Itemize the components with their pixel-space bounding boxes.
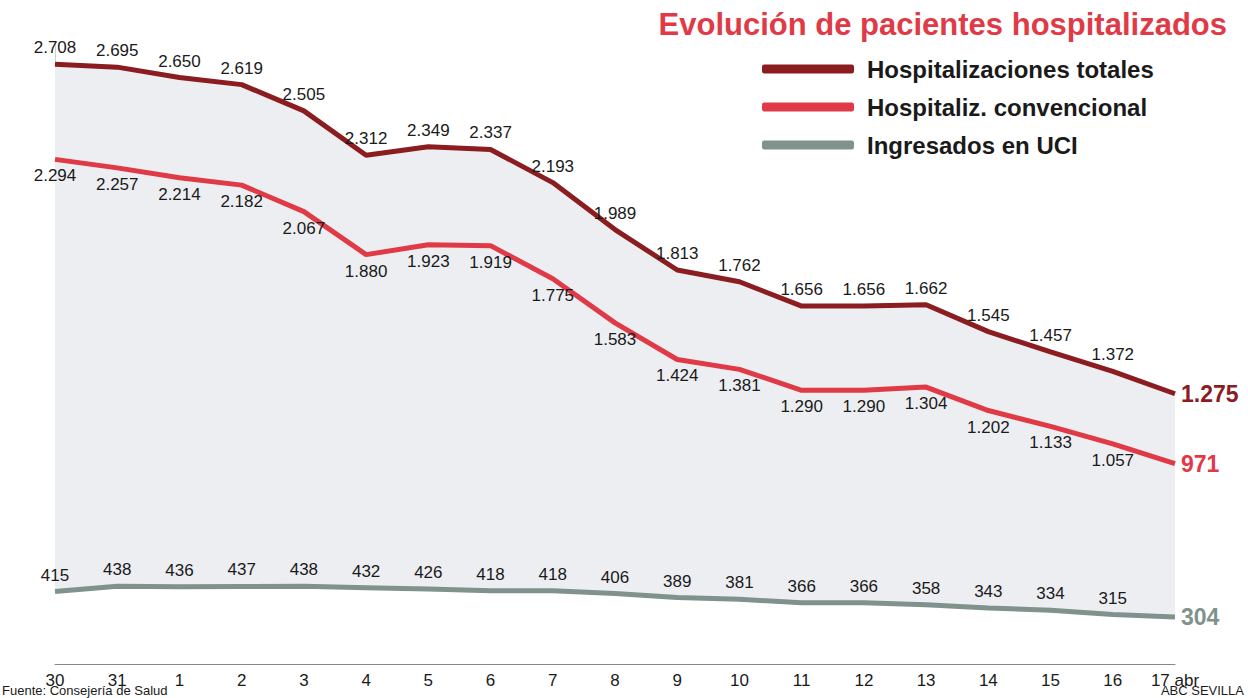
svg-text:8: 8: [610, 671, 619, 690]
svg-text:389: 389: [663, 572, 691, 591]
svg-text:1.290: 1.290: [780, 397, 823, 416]
svg-text:2.067: 2.067: [283, 219, 326, 238]
svg-text:12: 12: [854, 671, 873, 690]
svg-text:971: 971: [1181, 451, 1220, 477]
svg-text:432: 432: [352, 562, 380, 581]
svg-text:315: 315: [1099, 589, 1127, 608]
svg-text:2.650: 2.650: [158, 52, 201, 71]
svg-text:1.372: 1.372: [1092, 345, 1135, 364]
svg-text:1.775: 1.775: [532, 286, 575, 305]
svg-text:1.662: 1.662: [905, 279, 948, 298]
svg-text:418: 418: [539, 565, 567, 584]
svg-text:6: 6: [486, 671, 495, 690]
svg-text:2.182: 2.182: [220, 192, 263, 211]
svg-text:14: 14: [979, 671, 998, 690]
svg-text:30: 30: [46, 671, 65, 690]
svg-text:438: 438: [290, 560, 318, 579]
svg-text:1.880: 1.880: [345, 262, 388, 281]
svg-text:2.294: 2.294: [34, 166, 77, 185]
svg-text:5: 5: [424, 671, 433, 690]
svg-text:2.695: 2.695: [96, 41, 139, 60]
svg-text:1.424: 1.424: [656, 366, 699, 385]
svg-text:1.656: 1.656: [843, 280, 886, 299]
svg-text:13: 13: [917, 671, 936, 690]
svg-text:2.312: 2.312: [345, 129, 388, 148]
svg-text:Hospitaliz. convencional: Hospitaliz. convencional: [867, 94, 1147, 121]
svg-text:343: 343: [974, 582, 1002, 601]
svg-text:406: 406: [601, 568, 629, 587]
svg-text:438: 438: [103, 560, 131, 579]
svg-text:4: 4: [361, 671, 370, 690]
svg-text:1.457: 1.457: [1029, 326, 1072, 345]
svg-text:2.337: 2.337: [469, 123, 512, 142]
svg-text:2.505: 2.505: [283, 85, 326, 104]
svg-text:1: 1: [175, 671, 184, 690]
svg-text:Evolución de pacientes hospita: Evolución de pacientes hospitalizados: [659, 7, 1227, 42]
svg-text:17 abr: 17 abr: [1151, 671, 1200, 690]
svg-text:381: 381: [725, 573, 753, 592]
svg-text:1.133: 1.133: [1029, 433, 1072, 452]
svg-text:2.708: 2.708: [34, 38, 77, 57]
svg-text:2.257: 2.257: [96, 175, 139, 194]
svg-text:1.656: 1.656: [780, 280, 823, 299]
svg-text:366: 366: [787, 577, 815, 596]
svg-text:7: 7: [548, 671, 557, 690]
svg-text:31: 31: [108, 671, 127, 690]
svg-text:11: 11: [793, 671, 811, 690]
svg-text:3: 3: [299, 671, 308, 690]
svg-text:1.762: 1.762: [718, 256, 761, 275]
svg-text:1.919: 1.919: [469, 253, 512, 272]
svg-text:ABC SEVILLA: ABC SEVILLA: [1160, 683, 1244, 698]
svg-text:1.304: 1.304: [905, 394, 948, 413]
svg-text:2.214: 2.214: [158, 185, 201, 204]
svg-text:2: 2: [237, 671, 246, 690]
svg-text:415: 415: [41, 566, 69, 585]
svg-text:Fuente: Consejería de Salud: Fuente: Consejería de Salud: [2, 683, 168, 698]
svg-text:437: 437: [227, 560, 255, 579]
svg-text:2.619: 2.619: [220, 59, 263, 78]
svg-text:1.813: 1.813: [656, 244, 699, 263]
svg-text:1.290: 1.290: [843, 397, 886, 416]
svg-text:1.381: 1.381: [718, 376, 761, 395]
svg-text:1.202: 1.202: [967, 418, 1010, 437]
svg-text:15: 15: [1041, 671, 1060, 690]
svg-text:16: 16: [1103, 671, 1122, 690]
svg-text:1.583: 1.583: [594, 330, 637, 349]
svg-text:1.545: 1.545: [967, 306, 1010, 325]
svg-text:2.193: 2.193: [532, 157, 575, 176]
svg-text:436: 436: [165, 561, 193, 580]
svg-text:418: 418: [476, 565, 504, 584]
svg-text:1.989: 1.989: [594, 204, 637, 223]
svg-text:366: 366: [850, 577, 878, 596]
svg-text:1.275: 1.275: [1181, 381, 1239, 407]
svg-text:Ingresados en UCI: Ingresados en UCI: [867, 132, 1078, 159]
svg-text:10: 10: [730, 671, 749, 690]
svg-text:1.057: 1.057: [1092, 451, 1135, 470]
svg-text:426: 426: [414, 563, 442, 582]
svg-text:2.349: 2.349: [407, 121, 450, 140]
svg-text:9: 9: [672, 671, 681, 690]
svg-text:304: 304: [1181, 604, 1220, 630]
svg-text:358: 358: [912, 579, 940, 598]
svg-text:1.923: 1.923: [407, 252, 450, 271]
svg-text:334: 334: [1036, 584, 1064, 603]
svg-text:Hospitalizaciones totales: Hospitalizaciones totales: [867, 56, 1154, 83]
